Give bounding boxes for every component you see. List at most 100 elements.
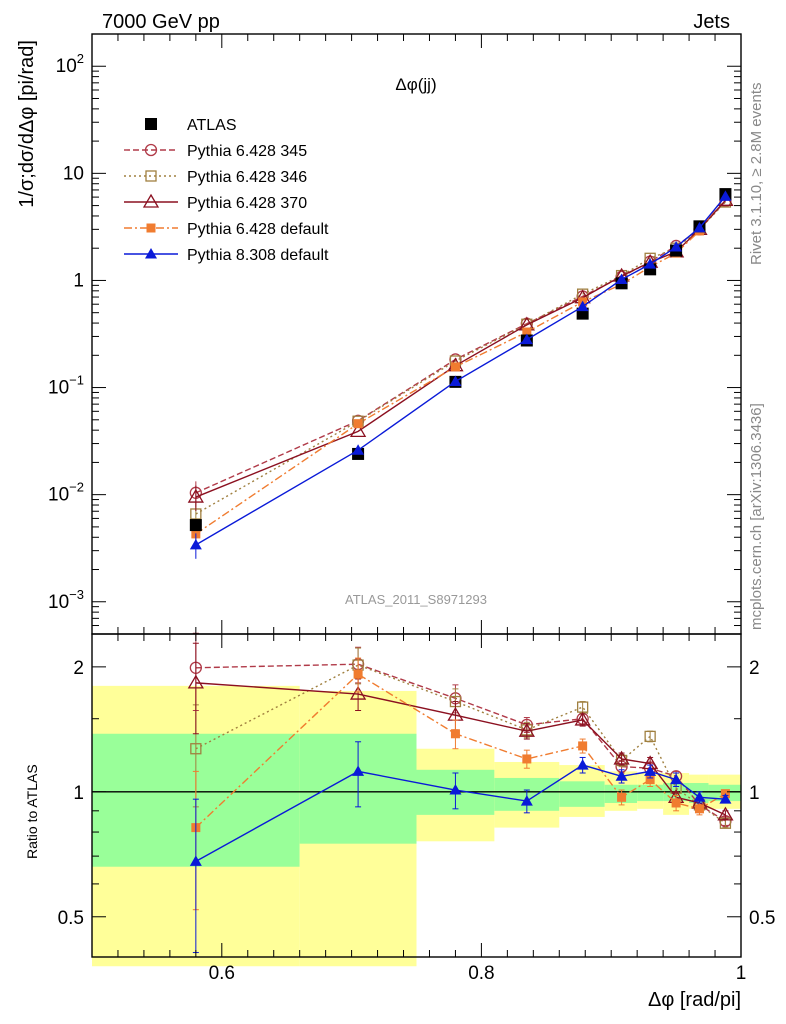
data-point (522, 327, 532, 337)
ratio-point (617, 792, 627, 802)
ratio-y-tick-label: 0.5 (58, 908, 84, 929)
ratio-point (671, 798, 681, 808)
rivet-version-label: Rivet 3.1.10, ≥ 2.8M events (748, 83, 765, 266)
legend-marker (145, 170, 157, 182)
y-tick-label: 10−1 (48, 373, 84, 399)
ratio-panel-frame (91, 633, 742, 958)
series-line (195, 194, 726, 535)
ratio-y-tick-label: 2 (73, 658, 84, 679)
ratio-point (613, 750, 630, 765)
ratio-point (450, 729, 460, 739)
ratio-point (644, 730, 656, 743)
ratio-point (352, 765, 365, 776)
legend-marker (146, 223, 156, 233)
data-point (670, 241, 683, 252)
data-point (693, 221, 706, 233)
legend-label: Pythia 6.428 default (187, 221, 329, 238)
ratio-point (574, 711, 591, 726)
ratio-series-p8 (189, 741, 732, 954)
y-tick-exponent: −2 (69, 480, 84, 495)
ratio-point (349, 685, 367, 700)
data-point (449, 375, 462, 386)
data-point (187, 488, 204, 503)
data-series-layer (187, 188, 734, 954)
ratio-line (195, 764, 726, 862)
ratio-point (670, 773, 683, 785)
legend-label: Pythia 6.428 345 (187, 143, 307, 160)
ratio-point (190, 743, 202, 755)
ratio-point (693, 791, 706, 802)
ratio-y-tick-label-right: 2 (749, 658, 760, 679)
legend: ATLAS Pythia 6.428 345 Pythia 6.428 346 Pyt… (124, 117, 329, 264)
series-p370 (187, 192, 734, 512)
data-point (189, 519, 202, 532)
y-tick-label: 10−3 (48, 587, 84, 613)
ratio-y-tick-label: 1 (73, 783, 84, 804)
y-axis-label-top: 1/σ;dσ/dΔφ [pi/rad] (16, 40, 38, 208)
ratio-point (644, 765, 657, 776)
legend-item-data: ATLAS (145, 117, 237, 134)
series-p8 (189, 190, 732, 559)
ratio-point (518, 722, 535, 737)
ratio-point (645, 775, 655, 785)
legend-item-p346: Pythia 6.428 346 (124, 169, 307, 186)
ratio-point (189, 855, 202, 866)
ratio-y-tick-label-right: 0.5 (749, 908, 775, 929)
data-point (349, 423, 367, 437)
ratio-point (615, 770, 628, 781)
x-tick-label: 1 (736, 963, 747, 984)
ratio-point (187, 674, 204, 689)
band-1sigma (559, 781, 605, 807)
ratio-line (195, 664, 726, 824)
y-axis-label-ratio: Ratio to ATLAS (24, 764, 40, 859)
ratio-y-tick-label-right: 1 (749, 783, 760, 804)
series-line (195, 199, 726, 498)
legend-marker (142, 193, 160, 208)
legend-label: Pythia 8.308 default (187, 247, 329, 264)
plot-title: Δφ(jj) (395, 75, 436, 94)
ratio-point (719, 793, 732, 804)
ratio-point (578, 741, 588, 751)
legend-label: Pythia 6.428 346 (187, 169, 307, 186)
ratio-point (449, 784, 462, 795)
legend-item-p6def: Pythia 6.428 default (124, 221, 329, 238)
legend-marker (144, 143, 158, 157)
header-right: Jets (693, 11, 730, 33)
series-p6def (191, 190, 730, 548)
ratio-line (195, 663, 726, 822)
y-tick-label: 102 (56, 51, 84, 77)
series-line (195, 195, 726, 546)
data-point (352, 444, 365, 455)
series-p345 (189, 195, 732, 507)
plot-frames (91, 33, 742, 958)
band-1sigma (637, 784, 664, 802)
y-tick-label: 10−2 (48, 480, 84, 506)
legend-item-p370: Pythia 6.428 370 (124, 193, 307, 212)
ratio-point (353, 669, 363, 679)
analysis-watermark: ATLAS_2011_S8971293 (345, 592, 487, 607)
header-left: 7000 GeV pp (102, 11, 220, 33)
x-tick-label: 0.8 (468, 963, 494, 984)
legend-label: Pythia 6.428 370 (187, 195, 307, 212)
data-point (644, 258, 657, 269)
legend-label: ATLAS (187, 117, 237, 134)
y-tick-exponent: −3 (69, 587, 84, 602)
axis-ticks: 10−3 10−2 10−1 1 10 102 0.5 0.5 1 1 2 2 0.6 0.8 1 (48, 33, 775, 984)
ratio-line (195, 682, 726, 816)
series-line (195, 200, 726, 494)
ratio-point (576, 759, 589, 770)
data-point (189, 538, 202, 550)
data-point (450, 362, 460, 372)
ratio-line (195, 673, 726, 829)
ratio-point (522, 754, 532, 764)
data-point (576, 300, 589, 312)
y-tick-exponent: 2 (77, 51, 84, 66)
mcplots-label: mcplots.cern.ch [arXiv:1306.3436] (748, 403, 765, 630)
data-point (615, 273, 628, 285)
legend-marker (145, 248, 157, 259)
y-tick-exponent: −1 (69, 373, 84, 388)
legend-item-p345: Pythia 6.428 345 (124, 143, 307, 160)
legend-marker (145, 118, 157, 130)
x-axis-label: Δφ [rad/pi] (648, 989, 741, 1011)
ratio-point (520, 795, 533, 806)
